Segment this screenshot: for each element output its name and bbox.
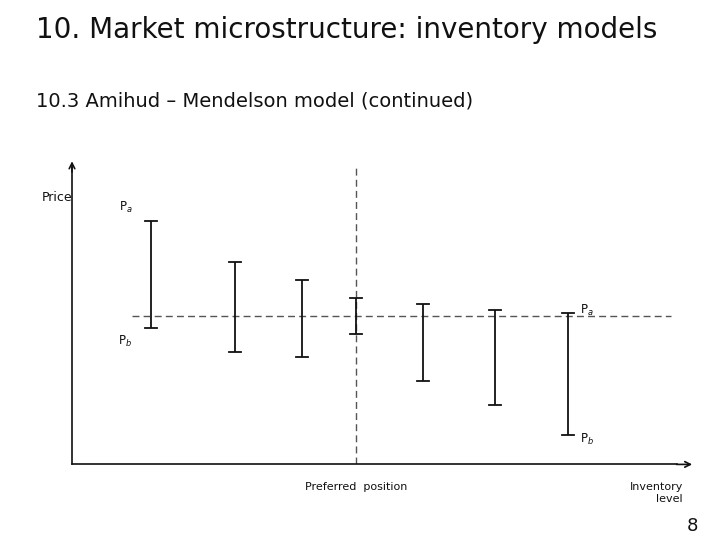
- Text: Price: Price: [42, 191, 73, 204]
- Text: 10.3 Amihud – Mendelson model (continued): 10.3 Amihud – Mendelson model (continued…: [36, 92, 473, 111]
- Text: Preferred  position: Preferred position: [305, 482, 408, 492]
- Text: 10. Market microstructure: inventory models: 10. Market microstructure: inventory mod…: [36, 16, 657, 44]
- Text: P$_a$: P$_a$: [119, 200, 132, 215]
- Text: P$_b$: P$_b$: [580, 432, 594, 447]
- Text: P$_a$: P$_a$: [580, 302, 594, 318]
- Text: 8: 8: [687, 517, 698, 535]
- Text: P$_b$: P$_b$: [118, 334, 132, 349]
- Text: Inventory
level: Inventory level: [629, 482, 683, 504]
